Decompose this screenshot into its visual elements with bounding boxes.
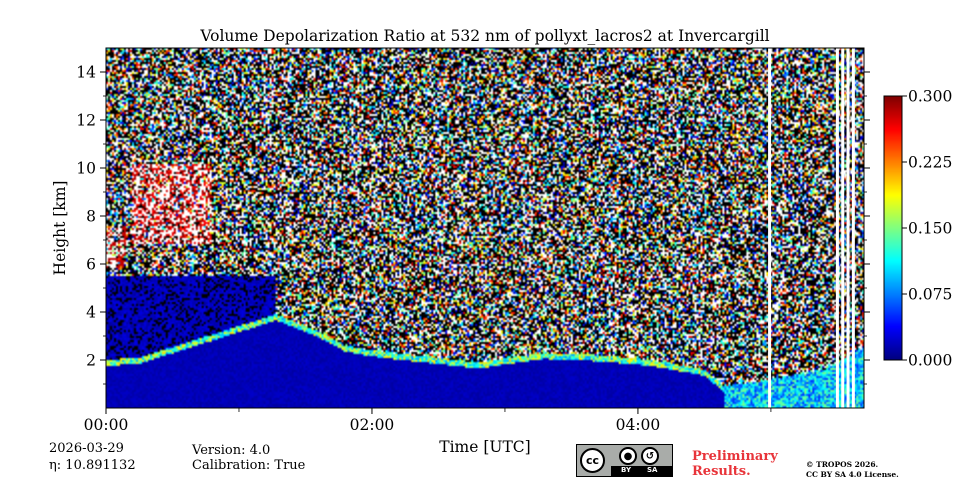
version-label: Version: 4.0 [192,443,271,458]
y-tick-label: 10 [76,160,96,178]
eta-label: η: 10.891132 [49,458,136,473]
date-label: 2026-03-29 [49,441,124,456]
x-tick-label: 00:00 [84,416,129,434]
x-tick-label: 04:00 [616,416,661,434]
no-data-gap [851,48,855,408]
license-strip: BY SA [611,466,672,476]
plot-frame [105,47,865,409]
colorbar-tick-label: 0.000 [908,352,952,370]
x-axis-label: Time [UTC] [439,438,530,456]
preliminary-line-2: Results. [692,464,751,479]
y-axis-label: Height [km] [51,181,69,276]
sa-label: SA [647,466,658,474]
y-tick-label: 12 [76,112,96,130]
preliminary-line-1: Preliminary [692,449,778,464]
calibration-label: Calibration: True [192,458,306,473]
colorbar-tick-label: 0.150 [908,220,952,238]
x-axis: 00:00 02:00 04:00 [84,408,772,434]
copyright-line-1: © TROPOS 2026. [806,460,879,469]
no-data-gap [841,48,845,408]
heatmap-image [106,48,864,408]
no-data-gap [835,48,839,408]
x-tick-label: 02:00 [350,416,395,434]
y-tick-label: 6 [86,256,96,274]
chart-title: Volume Depolarization Ratio at 532 nm of… [199,27,769,45]
y-tick-label: 4 [86,304,96,322]
colorbar-tick-label: 0.225 [908,154,952,172]
copyright-line-2: CC BY SA 4.0 License. [806,470,899,479]
y-tick-label: 8 [86,208,96,226]
share-alike-icon: ↺ [641,447,659,465]
y-tick-label: 14 [76,64,96,82]
y-axis: 2 4 6 8 10 12 14 [76,64,870,385]
y-tick-label: 2 [86,352,96,370]
by-label: BY [621,466,632,474]
no-data-gap [768,48,772,408]
cc-license-badge: cc ● ↺ BY SA [576,444,673,477]
colorbar-tick-label: 0.300 [908,88,952,106]
cc-logo-icon: cc [580,448,605,473]
no-data-gap [846,48,850,408]
no-data-gaps [768,48,855,408]
colorbar-ticks: 0.000 0.075 0.150 0.225 0.300 [902,88,952,370]
colorbar-tick-label: 0.075 [908,286,952,304]
colorbar-gradient [884,96,902,360]
attribution-person-icon: ● [619,447,637,465]
